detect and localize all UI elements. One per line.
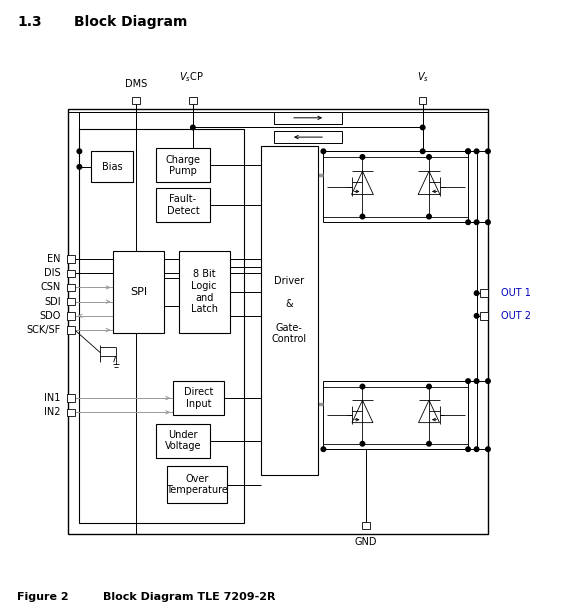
Text: Bias: Bias [101, 162, 122, 172]
Bar [132, 97, 140, 104]
Bar [67, 298, 74, 305]
Text: DMS: DMS [125, 79, 147, 90]
Bar [189, 97, 197, 104]
Circle shape [474, 447, 479, 451]
Text: 8 Bit
Logic
and
Latch: 8 Bit Logic and Latch [191, 269, 218, 314]
Circle shape [77, 164, 82, 169]
Bar [156, 424, 210, 458]
Circle shape [474, 314, 479, 318]
Bar [167, 466, 227, 503]
Bar [173, 381, 224, 415]
Circle shape [421, 149, 425, 153]
Circle shape [466, 149, 470, 153]
Bar [156, 149, 210, 183]
Circle shape [427, 442, 431, 446]
Bar [67, 270, 74, 277]
Circle shape [427, 155, 431, 159]
Bar [261, 146, 317, 475]
Bar [113, 250, 164, 333]
Text: CSN: CSN [41, 283, 61, 292]
Bar [67, 255, 74, 263]
Circle shape [466, 149, 470, 153]
Bar [67, 395, 74, 402]
Circle shape [486, 379, 490, 384]
Bar [323, 151, 468, 222]
Circle shape [474, 220, 479, 225]
Bar [67, 312, 74, 320]
Bar [362, 522, 370, 529]
Text: SCK/SF: SCK/SF [26, 325, 61, 335]
Text: SPI: SPI [131, 287, 147, 297]
Bar [68, 109, 488, 534]
Bar [91, 151, 134, 183]
Text: DIS: DIS [44, 269, 61, 278]
Text: Direct
Input: Direct Input [184, 387, 213, 409]
Circle shape [486, 447, 490, 451]
Circle shape [360, 384, 365, 389]
Circle shape [427, 214, 431, 219]
Text: Under
Voltage: Under Voltage [164, 430, 201, 451]
Text: 1.3: 1.3 [17, 15, 42, 29]
Text: SDO: SDO [40, 311, 61, 321]
Bar [274, 131, 342, 143]
Circle shape [474, 149, 479, 153]
Text: Over
Temperature: Over Temperature [166, 474, 228, 496]
Circle shape [191, 125, 195, 130]
Text: $V_s$CP: $V_s$CP [179, 71, 203, 84]
Bar [274, 111, 342, 124]
Circle shape [466, 447, 470, 451]
Bar [179, 250, 230, 333]
Bar [67, 409, 74, 416]
Circle shape [474, 291, 479, 295]
Text: IN2: IN2 [44, 407, 61, 417]
Bar [419, 97, 426, 104]
Circle shape [77, 149, 82, 153]
Bar [67, 326, 74, 334]
Bar [156, 188, 210, 222]
Text: Driver

&

Gate-
Control: Driver & Gate- Control [272, 276, 307, 344]
Text: IN1: IN1 [44, 393, 61, 403]
Circle shape [474, 379, 479, 384]
Text: GND: GND [355, 537, 377, 547]
Circle shape [360, 155, 365, 159]
Circle shape [427, 384, 431, 389]
Text: SDI: SDI [44, 297, 61, 307]
Text: $V_s$: $V_s$ [417, 71, 429, 84]
Circle shape [360, 442, 365, 446]
Circle shape [321, 447, 325, 451]
Circle shape [360, 214, 365, 219]
Text: Charge
Pump: Charge Pump [166, 155, 201, 176]
Circle shape [321, 149, 325, 153]
Text: Block Diagram: Block Diagram [74, 15, 188, 29]
Circle shape [466, 220, 470, 225]
Bar [323, 381, 468, 449]
Bar [480, 312, 488, 320]
Text: Figure 2: Figure 2 [17, 592, 69, 602]
Bar [67, 284, 74, 291]
Text: OUT 1: OUT 1 [501, 288, 531, 298]
Text: OUT 2: OUT 2 [501, 311, 531, 321]
Text: Fault-
Detect: Fault- Detect [167, 194, 199, 216]
Text: Block Diagram TLE 7209-2R: Block Diagram TLE 7209-2R [103, 592, 276, 602]
Bar [80, 128, 244, 523]
Circle shape [466, 379, 470, 384]
Circle shape [486, 149, 490, 153]
Bar [480, 289, 488, 297]
Circle shape [421, 125, 425, 130]
Circle shape [486, 220, 490, 225]
Text: EN: EN [47, 254, 61, 264]
